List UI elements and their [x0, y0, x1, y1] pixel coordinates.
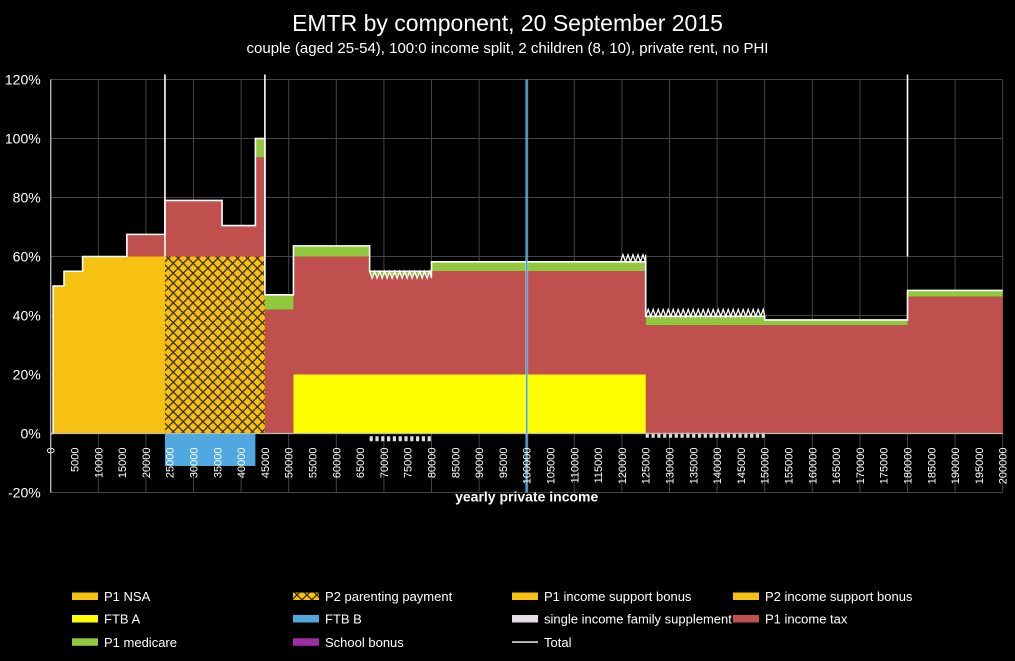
- svg-text:115000: 115000: [593, 448, 605, 484]
- svg-text:145000: 145000: [736, 448, 748, 485]
- svg-text:120%: 120%: [5, 72, 41, 88]
- svg-text:70000: 70000: [379, 448, 391, 479]
- svg-text:P2 parenting payment: P2 parenting payment: [325, 589, 453, 604]
- svg-text:60%: 60%: [13, 249, 41, 265]
- svg-text:80%: 80%: [13, 190, 41, 206]
- svg-text:120000: 120000: [617, 448, 629, 485]
- svg-text:20%: 20%: [13, 367, 41, 383]
- svg-text:75000: 75000: [403, 448, 415, 479]
- svg-text:130000: 130000: [665, 448, 677, 485]
- svg-text:40%: 40%: [13, 308, 41, 324]
- svg-text:65000: 65000: [355, 448, 367, 479]
- svg-text:P1 NSA: P1 NSA: [104, 589, 151, 604]
- svg-text:150000: 150000: [760, 448, 772, 485]
- svg-text:45000: 45000: [260, 448, 272, 479]
- svg-text:95000: 95000: [498, 448, 510, 479]
- svg-text:35000: 35000: [212, 448, 224, 479]
- svg-text:170000: 170000: [855, 448, 867, 485]
- svg-text:yearly private income: yearly private income: [455, 489, 598, 505]
- svg-text:5000: 5000: [70, 448, 82, 472]
- svg-text:100%: 100%: [5, 131, 41, 147]
- svg-text:single income family supplemen: single income family supplement: [544, 612, 732, 627]
- svg-text:20000: 20000: [141, 448, 153, 479]
- svg-text:50000: 50000: [284, 448, 296, 479]
- svg-text:30000: 30000: [189, 448, 201, 479]
- svg-text:-20%: -20%: [8, 485, 41, 501]
- svg-text:80000: 80000: [427, 448, 439, 479]
- svg-text:25000: 25000: [165, 448, 177, 479]
- svg-text:85000: 85000: [450, 448, 462, 479]
- svg-text:140000: 140000: [712, 448, 724, 485]
- svg-text:15000: 15000: [117, 448, 129, 479]
- svg-text:125000: 125000: [641, 448, 653, 485]
- svg-text:185000: 185000: [926, 448, 938, 485]
- svg-text:165000: 165000: [831, 448, 843, 485]
- svg-text:105000: 105000: [546, 448, 558, 485]
- svg-text:90000: 90000: [474, 447, 486, 478]
- svg-text:160000: 160000: [807, 448, 819, 485]
- svg-text:FTB A: FTB A: [104, 612, 140, 627]
- svg-text:55000: 55000: [308, 448, 320, 479]
- svg-text:155000: 155000: [784, 448, 796, 485]
- svg-text:P2 income support bonus: P2 income support bonus: [765, 589, 913, 604]
- svg-text:0: 0: [46, 448, 58, 454]
- svg-text:0%: 0%: [20, 426, 40, 442]
- svg-text:180000: 180000: [903, 448, 915, 485]
- svg-text:60000: 60000: [331, 448, 343, 479]
- svg-text:110000: 110000: [569, 448, 581, 484]
- svg-text:200000: 200000: [998, 447, 1010, 484]
- svg-text:School bonus: School bonus: [325, 635, 404, 650]
- svg-text:195000: 195000: [974, 448, 986, 485]
- svg-text:P1 income support bonus: P1 income support bonus: [544, 589, 692, 604]
- svg-text:190000: 190000: [950, 448, 962, 485]
- svg-text:40000: 40000: [236, 448, 248, 479]
- svg-text:10000: 10000: [93, 448, 105, 479]
- svg-text:FTB B: FTB B: [325, 612, 362, 627]
- svg-text:P1 income tax: P1 income tax: [765, 612, 848, 627]
- svg-text:P1 medicare: P1 medicare: [104, 635, 177, 650]
- svg-text:100000: 100000: [522, 448, 534, 485]
- svg-text:135000: 135000: [688, 448, 700, 485]
- svg-text:Total: Total: [544, 635, 572, 650]
- svg-text:175000: 175000: [879, 448, 891, 485]
